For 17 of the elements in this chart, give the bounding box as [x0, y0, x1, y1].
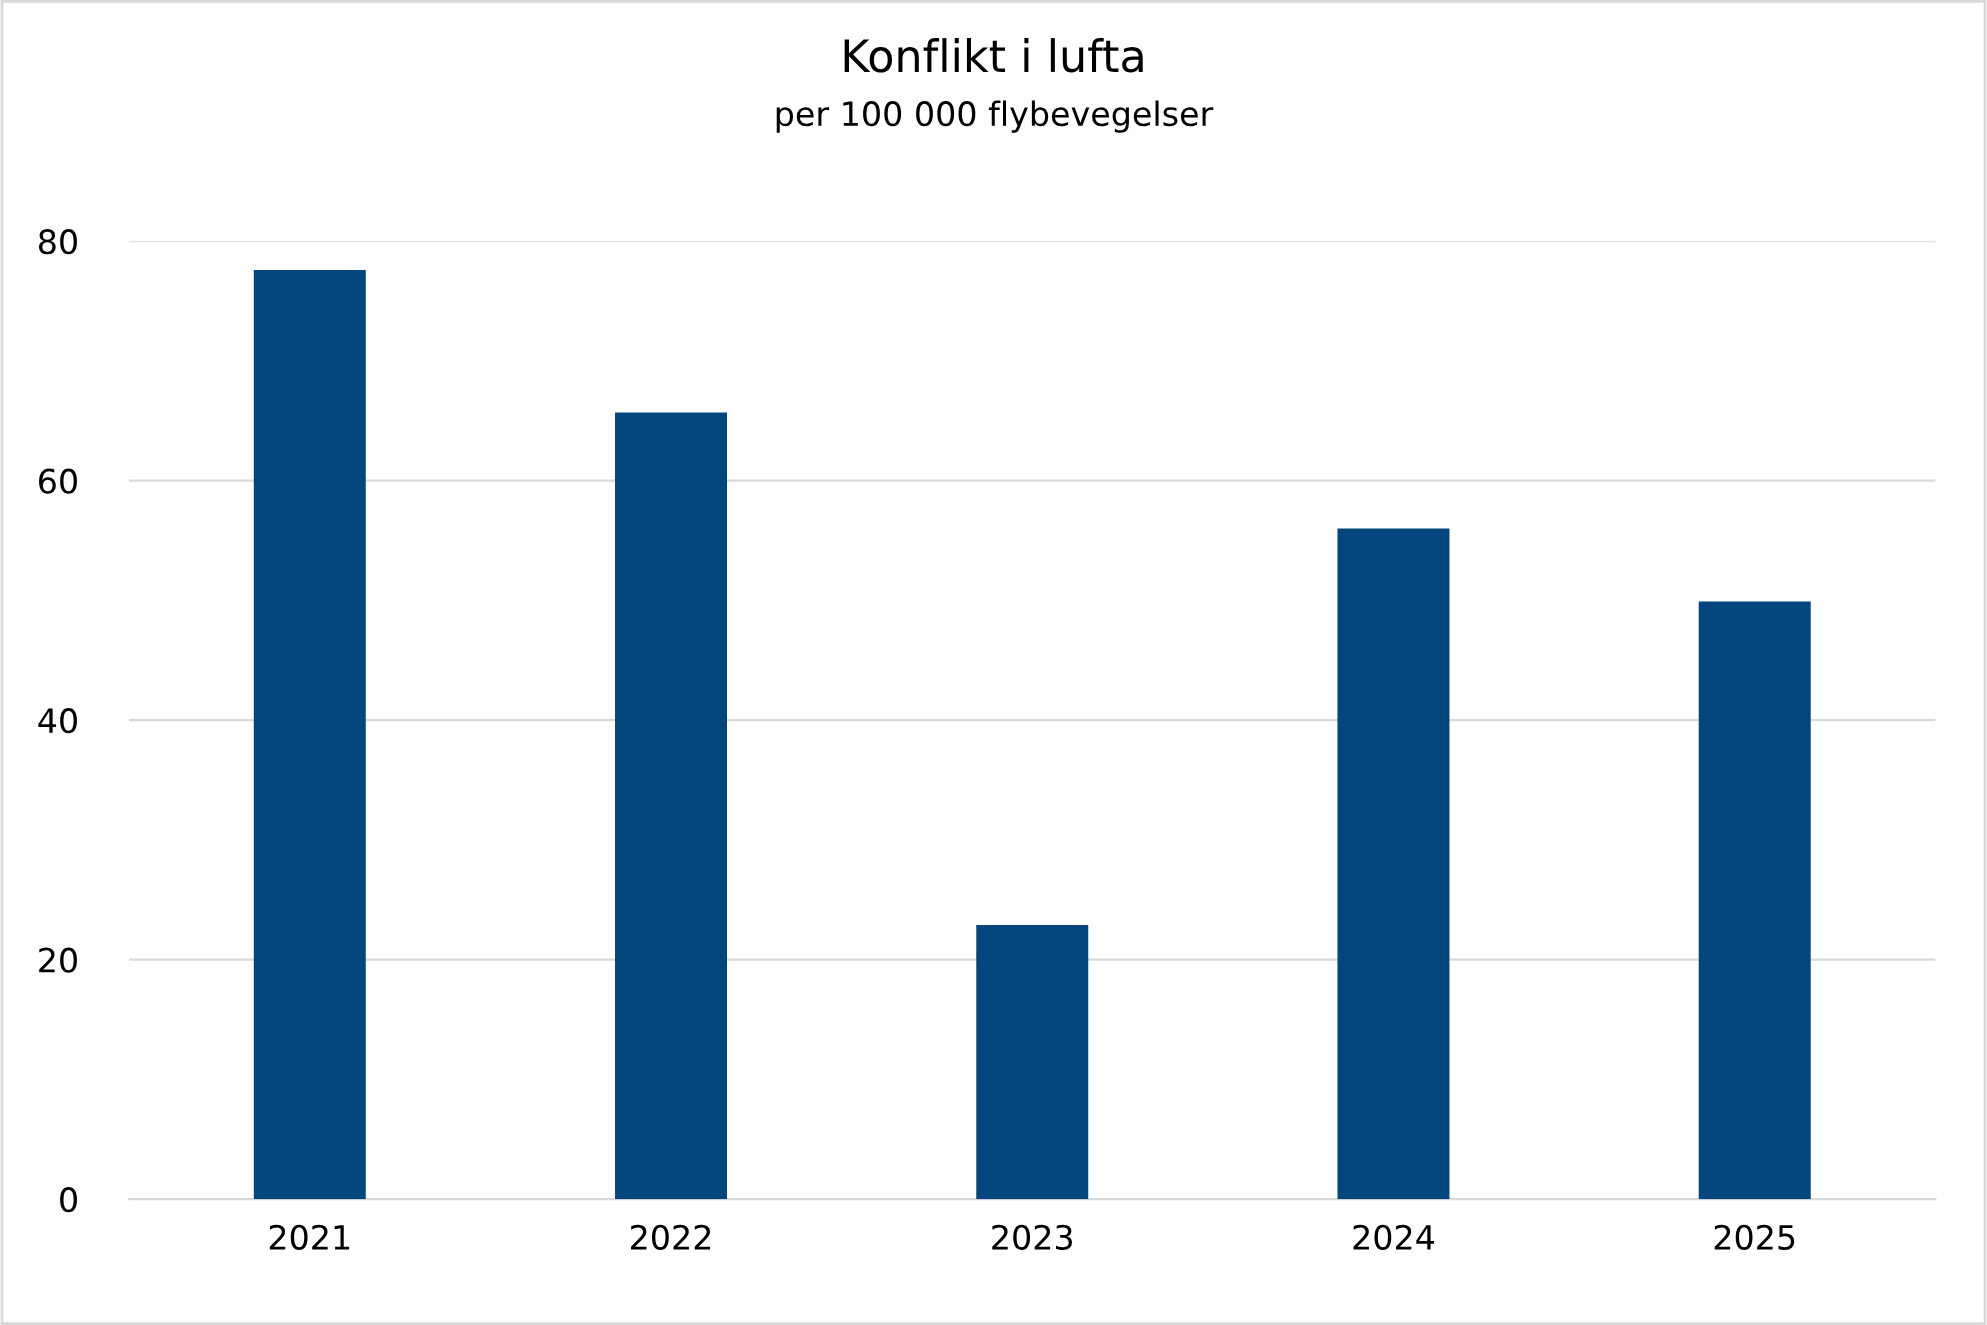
x-tick-label: 2024 [1353, 1224, 1435, 1250]
bar [253, 269, 366, 1200]
bar [1337, 528, 1450, 1200]
chart-title: Konflikt i lufta [844, 38, 1143, 73]
y-tick-label: 40 [38, 708, 77, 734]
chart-subtitle: per 100 000 flybevegelser [776, 100, 1214, 133]
bar [1698, 601, 1811, 1200]
bar [976, 924, 1089, 1200]
y-tick-label: 80 [39, 229, 77, 255]
y-tick-label: 60 [39, 468, 77, 494]
x-tick-label: 2023 [992, 1224, 1072, 1250]
x-tick-label: 2022 [631, 1224, 711, 1250]
bar [615, 412, 727, 1200]
x-tick-label: 2025 [1714, 1224, 1795, 1250]
x-tick-label: 2021 [269, 1224, 350, 1250]
y-tick-label: 20 [39, 947, 77, 973]
y-tick-label: 0 [60, 1187, 77, 1213]
